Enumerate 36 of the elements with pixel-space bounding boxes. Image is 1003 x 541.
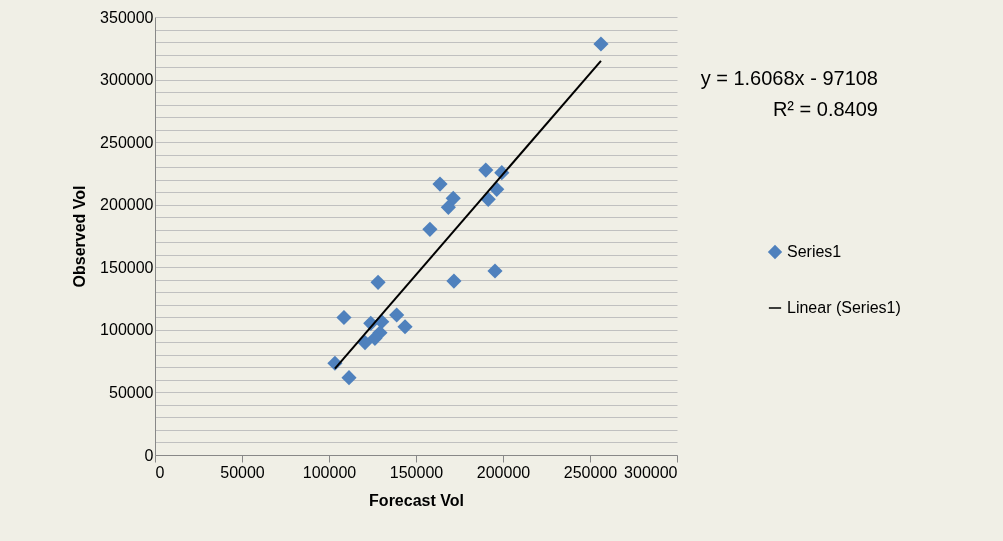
x-tick-label: 100000 <box>302 463 357 481</box>
point <box>389 307 405 323</box>
legend-label: Linear (Series1) <box>787 299 901 316</box>
point <box>432 176 448 192</box>
point <box>593 36 609 52</box>
point <box>341 370 357 386</box>
y-tick-label: 150000 <box>100 258 154 276</box>
text: R² = 0.8409 <box>772 98 878 120</box>
x-tick-label: 150000 <box>389 463 444 481</box>
point <box>422 221 438 237</box>
point <box>440 199 456 215</box>
point <box>478 162 494 178</box>
y-tick-label: 50000 <box>109 383 154 401</box>
y-tick-label: 0 <box>144 446 154 464</box>
y-tick-label: 100000 <box>100 321 154 339</box>
y-tick-label: 250000 <box>100 133 154 151</box>
x-axis-title: Forecast Vol <box>369 491 464 509</box>
x-tick-label: 0 <box>155 463 165 481</box>
y-tick-label: 200000 <box>100 196 154 214</box>
point <box>370 274 386 290</box>
x-tick-label: 250000 <box>563 463 618 481</box>
point <box>367 330 383 346</box>
x-tick-label: 200000 <box>476 463 531 481</box>
x-tick-label: 50000 <box>220 463 265 481</box>
point <box>487 263 503 279</box>
legend-label: Series1 <box>787 243 842 260</box>
point <box>446 273 462 289</box>
text: y = 1.6068x - 97108 <box>700 67 878 89</box>
point <box>489 181 505 197</box>
point <box>336 309 352 326</box>
point <box>445 190 461 206</box>
y-tick-label: 350000 <box>100 8 154 26</box>
y-tick-label: 300000 <box>100 71 154 89</box>
point <box>397 319 413 335</box>
x-tick-label: 300000 <box>624 463 678 481</box>
y-axis-title: Observed Vol <box>71 185 89 288</box>
